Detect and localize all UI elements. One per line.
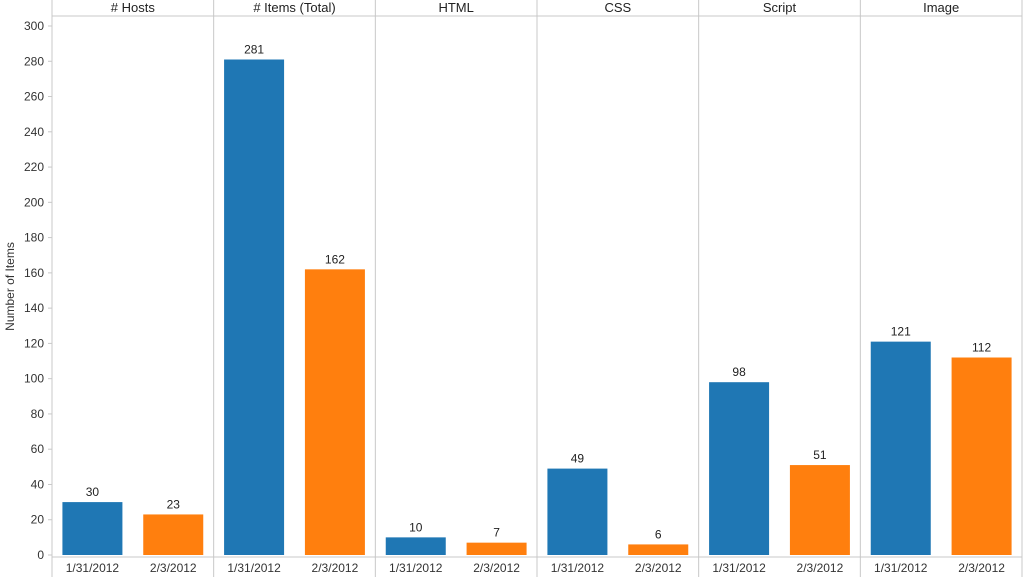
bar bbox=[466, 542, 527, 555]
y-tick-label: 180 bbox=[24, 231, 44, 245]
x-category-label: 1/31/2012 bbox=[66, 561, 120, 575]
bar-value-label: 121 bbox=[891, 325, 911, 339]
x-category-label: 2/3/2012 bbox=[635, 561, 682, 575]
panel-title: Image bbox=[923, 0, 959, 15]
bar-value-label: 10 bbox=[409, 520, 423, 534]
bar bbox=[789, 465, 850, 555]
y-tick-label: 0 bbox=[37, 548, 44, 562]
y-tick-label: 100 bbox=[24, 372, 44, 386]
bar bbox=[951, 357, 1012, 555]
panel-title: Script bbox=[763, 0, 797, 15]
panel-title: CSS bbox=[604, 0, 631, 15]
bar bbox=[224, 59, 285, 556]
panel-title: HTML bbox=[438, 0, 473, 15]
panel-title: # Hosts bbox=[111, 0, 156, 15]
bar-value-label: 162 bbox=[325, 252, 345, 266]
x-category-label: 2/3/2012 bbox=[473, 561, 520, 575]
y-tick-label: 240 bbox=[24, 125, 44, 139]
bar bbox=[628, 544, 689, 555]
x-category-label: 2/3/2012 bbox=[958, 561, 1005, 575]
y-tick-label: 120 bbox=[24, 336, 44, 350]
x-category-label: 1/31/2012 bbox=[389, 561, 443, 575]
y-tick-label: 220 bbox=[24, 160, 44, 174]
panel-title: # Items (Total) bbox=[253, 0, 335, 15]
bar-value-label: 7 bbox=[493, 526, 500, 540]
x-category-label: 2/3/2012 bbox=[150, 561, 197, 575]
x-category-label: 2/3/2012 bbox=[312, 561, 359, 575]
y-tick-label: 160 bbox=[24, 266, 44, 280]
x-category-label: 1/31/2012 bbox=[551, 561, 605, 575]
bar bbox=[709, 382, 770, 555]
x-category-label: 1/31/2012 bbox=[227, 561, 281, 575]
y-tick-label: 280 bbox=[24, 54, 44, 68]
bar-value-label: 23 bbox=[167, 497, 181, 511]
bar bbox=[143, 514, 204, 555]
y-tick-label: 20 bbox=[31, 513, 45, 527]
bar bbox=[547, 468, 608, 555]
bar bbox=[385, 537, 446, 555]
y-tick-label: 140 bbox=[24, 301, 44, 315]
y-tick-label: 80 bbox=[31, 407, 45, 421]
y-tick-label: 40 bbox=[31, 477, 45, 491]
bar-value-label: 30 bbox=[86, 485, 100, 499]
bar-value-label: 6 bbox=[655, 527, 662, 541]
bar-value-label: 112 bbox=[972, 341, 991, 355]
y-tick-label: 200 bbox=[24, 195, 44, 209]
bar bbox=[870, 341, 931, 555]
bar-value-label: 51 bbox=[813, 448, 827, 462]
x-category-label: 1/31/2012 bbox=[874, 561, 928, 575]
bar bbox=[62, 502, 123, 555]
bar-value-label: 49 bbox=[571, 452, 585, 466]
x-category-label: 2/3/2012 bbox=[797, 561, 844, 575]
bar bbox=[304, 269, 365, 555]
bar-value-label: 98 bbox=[732, 365, 746, 379]
y-tick-label: 300 bbox=[24, 19, 44, 33]
bar-value-label: 281 bbox=[244, 43, 264, 57]
x-category-label: 1/31/2012 bbox=[712, 561, 766, 575]
y-tick-label: 60 bbox=[31, 442, 45, 456]
y-tick-label: 260 bbox=[24, 90, 44, 104]
y-axis-title: Number of Items bbox=[3, 242, 17, 331]
